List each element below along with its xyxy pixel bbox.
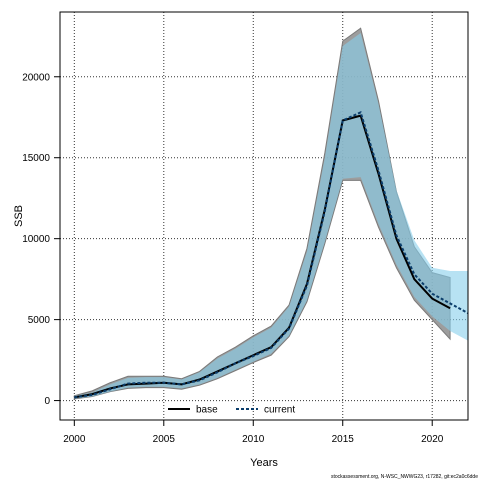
- x-tick-label-2005: 2005: [153, 434, 176, 445]
- y-tick-label-0: 0: [44, 396, 50, 407]
- x-tick-label-2000: 2000: [63, 434, 86, 445]
- confidence-bands: [73, 27, 468, 400]
- x-axis-title: Years: [250, 457, 278, 469]
- y-tick-label-20000: 20000: [22, 72, 50, 83]
- x-tick-label-2010: 2010: [242, 434, 265, 445]
- band-current: [74, 33, 468, 399]
- footer-note: stockassessment.org, N-WSC_NWWG23, r1728…: [331, 474, 478, 480]
- y-tick-label-15000: 15000: [22, 153, 50, 164]
- legend: base current: [168, 405, 295, 416]
- plot-background: [60, 12, 468, 420]
- y-axis: 0 5000 10000 15000 20000: [22, 72, 60, 407]
- legend-label-base: base: [196, 405, 218, 416]
- y-tick-label-10000: 10000: [22, 234, 50, 245]
- line-current: [74, 111, 469, 399]
- x-axis: 2000 2005 2010 2015 2020: [63, 420, 444, 445]
- series-lines: [74, 111, 469, 399]
- x-tick-label-2015: 2015: [332, 434, 355, 445]
- plot-frame: [59, 11, 469, 421]
- y-axis-title: SSB: [13, 205, 25, 227]
- legend-label-current: current: [264, 405, 295, 416]
- x-tick-label-2020: 2020: [421, 434, 444, 445]
- y-tick-label-5000: 5000: [28, 315, 51, 326]
